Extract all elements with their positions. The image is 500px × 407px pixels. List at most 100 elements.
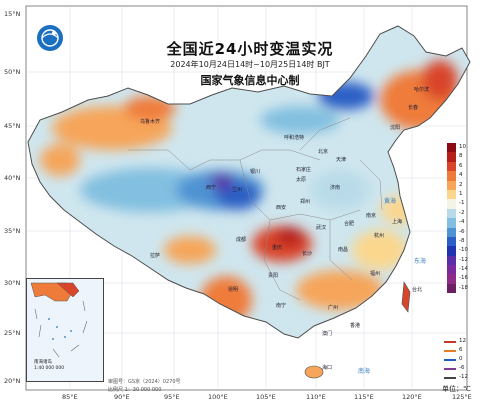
national-boundary [27,25,471,339]
isoline-label: -6 [459,365,465,371]
city-label: 海口 [322,365,333,371]
map-approval-number: 审图号：GS京（2024）0270号 [108,379,181,385]
isoline-row: 12 [444,337,494,346]
legend-label: -12 [459,256,468,263]
south-china-sea-inset [26,278,104,382]
legend-row: -4 [447,218,467,228]
city-label: 台北 [412,287,423,293]
city-label: 南宁 [276,303,287,309]
legend-label: 6 [459,162,463,169]
legend-row: -18 [447,283,468,294]
legend-row: -2 [447,208,467,219]
legend-label: -14 [459,266,468,273]
legend-swatch [447,265,456,275]
legend-label: -18 [459,284,468,291]
lat-label: 45°N [4,122,21,130]
isoline-swatch [444,350,456,352]
city-label: 长春 [408,105,419,111]
lat-label: 30°N [4,279,21,287]
city-label: 南京 [366,213,377,219]
lat-label: 15°N [4,10,21,18]
city-label: 呼和浩特 [284,135,305,141]
city-label: 石家庄 [296,167,312,173]
lon-label: 85°E [62,393,78,401]
city-label: 西安 [276,205,287,211]
city-label: 杭州 [374,233,385,239]
city-label: 贵阳 [268,273,279,279]
isoline-label: 6 [459,347,463,353]
isoline-swatch [444,341,456,343]
city-label: 成都 [236,237,247,243]
legend-label: 4 [459,172,463,179]
city-label: 香港 [350,323,361,329]
legend-label: -10 [459,247,468,254]
legend-row: -10 [447,246,468,256]
legend-swatch [447,236,456,247]
legend-row: -6 [447,227,467,237]
legend-swatch [447,171,456,181]
legend-swatch [447,283,456,294]
inset-label: 南海诸岛 [34,360,52,365]
legend-row: -12 [447,255,468,266]
sea-label: 南海 [358,368,371,375]
city-label: 兰州 [232,187,243,193]
legend-swatch [447,227,456,237]
lon-label: 110°E [306,393,326,401]
legend-row: -1 [447,199,467,209]
legend-label: 10 [459,144,466,150]
lon-label: 100°E [208,393,228,401]
legend-swatch [447,208,456,219]
legend-swatch [447,218,456,228]
taiwan-island [401,281,411,313]
lat-label: 35°N [4,227,21,235]
legend-label: 2 [459,181,463,188]
legend-label: -2 [459,209,465,216]
city-label: 拉萨 [150,253,161,259]
city-label: 武汉 [316,225,327,231]
legend-swatch [447,161,456,172]
isoline-row: -12 [444,373,494,382]
city-label: 银川 [250,169,261,175]
legend-swatch [447,189,456,200]
legend-swatch [447,246,456,256]
sea-label: 黄海 [384,198,397,205]
city-label: 天津 [336,157,347,163]
lon-label: 90°E [114,393,130,401]
legend-row: 2 [447,180,467,190]
legend-row: -14 [447,265,468,275]
legend-swatch [447,180,456,190]
legend-row: -16 [447,274,468,284]
city-label: 北京 [318,149,329,155]
city-label: 哈尔滨 [414,87,430,93]
legend-label: -6 [459,228,465,235]
legend-label: -1 [459,200,465,207]
lon-label: 120°E [402,393,422,401]
isoline-label: -12 [459,374,468,380]
city-label: 西宁 [206,185,217,191]
legend-row: 4 [447,171,467,181]
city-label: 沈阳 [390,125,401,131]
city-label: 南昌 [338,247,349,253]
legend-swatch [447,199,456,209]
map-title: 全国近24小时变温实况 [166,40,334,58]
city-label: 太原 [296,177,307,183]
hainan-island [304,365,324,379]
lat-label: 50°N [4,68,21,76]
legend-label: 8 [459,153,463,160]
lon-label: 95°E [164,393,180,401]
city-label: 福州 [370,271,381,277]
lat-label: 20°N [4,377,21,385]
unit-label: 单位：℃ [442,385,471,393]
city-label: 上海 [392,219,403,225]
lat-label: 25°N [4,329,21,337]
province-boundaries [128,117,383,301]
city-label: 乌鲁木齐 [140,119,161,125]
isoline-row: 0 [444,355,494,364]
inset-scale: 1:40 000 000 [34,366,65,371]
isoline-swatch [444,359,456,361]
isoline-row: 6 [444,346,494,355]
legend-swatch [447,143,456,153]
map-subtitle: 2024年10月24日14时~10月25日14时 BJT [170,60,330,69]
legend-row: 1 [447,189,467,200]
